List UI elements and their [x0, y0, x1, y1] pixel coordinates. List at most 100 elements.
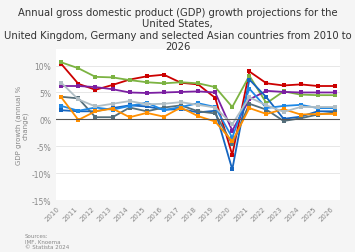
South Korea — [76, 99, 81, 102]
Germany — [196, 110, 200, 113]
United Kingdom — [213, 110, 217, 113]
United Kingdom — [282, 118, 286, 121]
India — [144, 76, 149, 79]
United Kingdom — [316, 110, 320, 113]
South Korea — [59, 82, 64, 85]
South Korea — [316, 106, 320, 109]
South Korea — [144, 103, 149, 106]
South Korea — [213, 107, 217, 110]
United States — [127, 105, 132, 108]
Germany — [76, 98, 81, 101]
Germany — [59, 96, 64, 99]
United States — [179, 106, 183, 109]
India — [179, 82, 183, 85]
Japan — [196, 115, 200, 118]
Japan — [333, 113, 337, 116]
Indonesia — [230, 130, 234, 133]
Indonesia — [333, 91, 337, 94]
Germany — [127, 107, 132, 110]
Japan — [179, 107, 183, 110]
South Korea — [110, 103, 115, 106]
India — [93, 89, 98, 92]
United States — [282, 105, 286, 108]
United Kingdom — [93, 110, 98, 113]
South Korea — [247, 97, 251, 100]
Japan — [59, 97, 64, 100]
China — [110, 77, 115, 80]
Germany — [264, 109, 269, 112]
India — [264, 82, 269, 85]
United Kingdom — [196, 111, 200, 114]
China — [264, 102, 269, 105]
United States — [316, 107, 320, 110]
Germany — [93, 116, 98, 119]
United States — [230, 137, 234, 140]
Germany — [247, 103, 251, 106]
Indonesia — [162, 91, 166, 94]
India — [247, 71, 251, 74]
Indonesia — [179, 91, 183, 94]
South Korea — [179, 101, 183, 104]
United States — [299, 104, 303, 107]
Indonesia — [110, 88, 115, 91]
Indonesia — [196, 90, 200, 93]
India — [110, 84, 115, 87]
Indonesia — [213, 91, 217, 94]
Japan — [230, 140, 234, 143]
Indonesia — [127, 91, 132, 94]
Germany — [282, 120, 286, 123]
Germany — [179, 104, 183, 107]
Japan — [93, 110, 98, 113]
China — [213, 86, 217, 89]
China — [316, 94, 320, 97]
Japan — [264, 113, 269, 116]
United Kingdom — [230, 168, 234, 171]
Indonesia — [299, 91, 303, 94]
China — [59, 61, 64, 65]
India — [127, 79, 132, 82]
Germany — [299, 117, 303, 120]
China — [196, 82, 200, 85]
United Kingdom — [179, 108, 183, 111]
United States — [333, 107, 337, 110]
Line: United Kingdom: United Kingdom — [60, 79, 337, 171]
Line: Germany: Germany — [60, 96, 337, 146]
Japan — [247, 107, 251, 110]
United Kingdom — [144, 106, 149, 109]
Line: Indonesia: Indonesia — [60, 85, 337, 133]
South Korea — [127, 100, 132, 103]
Germany — [110, 116, 115, 119]
Japan — [299, 114, 303, 117]
China — [247, 75, 251, 78]
Indonesia — [282, 91, 286, 94]
Line: South Korea: South Korea — [60, 82, 337, 127]
South Korea — [93, 106, 98, 109]
United States — [196, 102, 200, 105]
Japan — [144, 112, 149, 115]
China — [282, 90, 286, 93]
Japan — [282, 108, 286, 111]
Indonesia — [93, 86, 98, 89]
Japan — [316, 113, 320, 116]
South Korea — [333, 106, 337, 109]
Japan — [127, 116, 132, 119]
Japan — [162, 116, 166, 119]
United Kingdom — [110, 107, 115, 110]
Line: China: China — [60, 61, 337, 109]
South Korea — [196, 104, 200, 107]
United Kingdom — [127, 104, 132, 107]
United Kingdom — [59, 109, 64, 112]
Y-axis label: GDP growth (annual %
change): GDP growth (annual % change) — [15, 86, 29, 165]
Line: United States: United States — [60, 88, 337, 140]
Indonesia — [59, 85, 64, 88]
Japan — [110, 108, 115, 111]
Indonesia — [264, 90, 269, 93]
South Korea — [264, 104, 269, 107]
India — [76, 83, 81, 86]
Japan — [76, 119, 81, 122]
United Kingdom — [264, 97, 269, 100]
China — [299, 94, 303, 97]
United Kingdom — [247, 79, 251, 82]
United States — [162, 109, 166, 112]
Japan — [213, 120, 217, 123]
